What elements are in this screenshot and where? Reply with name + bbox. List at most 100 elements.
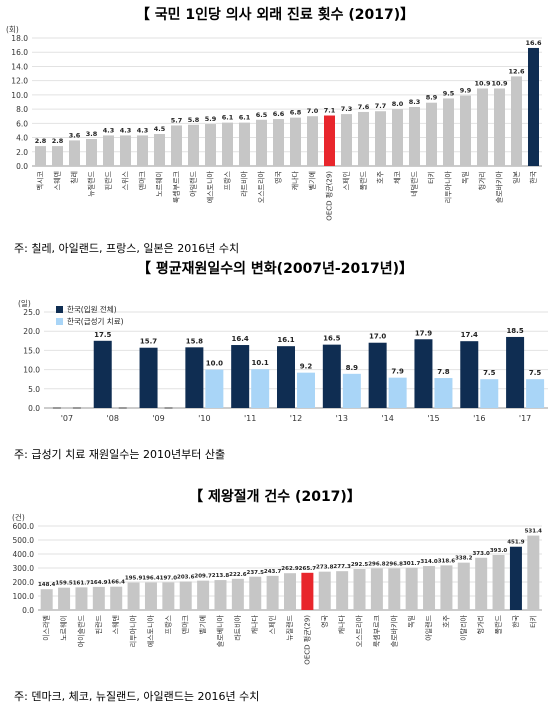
stay-legend-swatch bbox=[56, 306, 63, 313]
visits-ytick-label: 8.0 bbox=[16, 105, 28, 114]
visits-category-label: 독일 bbox=[461, 171, 470, 184]
csection-value-label: 292.5 bbox=[351, 562, 369, 568]
stay-ytick-label: 0.0 bbox=[28, 404, 40, 413]
cesarean-section-chart: 0.0 100.0 200.0 300.0 400.0 500.0 600.0(건) 148.… bbox=[12, 512, 542, 665]
stay-category-label: '12 bbox=[290, 414, 302, 423]
csection-bar bbox=[370, 568, 383, 610]
visits-bar bbox=[324, 115, 335, 166]
visits-value-label: 2.8 bbox=[52, 137, 64, 145]
stay-bar-series-2 bbox=[205, 369, 224, 408]
stay-value-label: 7.9 bbox=[391, 368, 404, 376]
csection-value-label: 393.0 bbox=[490, 548, 508, 554]
csection-bar bbox=[249, 576, 262, 610]
csection-bar bbox=[58, 587, 71, 610]
visits-category-label: 프랑스 bbox=[224, 170, 232, 190]
visits-bar bbox=[103, 135, 114, 166]
csection-category-label: 룩셈부르크 bbox=[372, 614, 381, 647]
stay-bar-series-1 bbox=[139, 347, 158, 408]
visits-value-label: 16.6 bbox=[525, 39, 542, 47]
visits-category-label: 일본 bbox=[512, 170, 521, 183]
chart3-note: 주: 덴마크, 체코, 뉴질랜드, 아일랜드는 2016년 수치 bbox=[14, 690, 260, 703]
visits-category-label: 캐나다 bbox=[291, 170, 300, 190]
visits-value-label: 12.6 bbox=[508, 67, 525, 75]
visits-bar bbox=[273, 119, 284, 166]
visits-value-label: 4.3 bbox=[120, 126, 132, 134]
csection-category-label: 벨기에 bbox=[198, 615, 207, 634]
stay-bar-series-1 bbox=[368, 342, 387, 408]
visits-category-label: 터키 bbox=[427, 171, 436, 184]
visits-category-label: 헝가리 bbox=[478, 171, 487, 190]
visits-category-label: 슬로바키아 bbox=[495, 170, 504, 203]
stay-bar-series-1 bbox=[93, 340, 112, 408]
stay-category-label: '08 bbox=[107, 414, 119, 423]
stay-bar-series-2 bbox=[297, 372, 315, 408]
csection-bar bbox=[353, 569, 366, 610]
csection-bar bbox=[318, 571, 331, 610]
visits-ytick-label: 0.0 bbox=[16, 162, 28, 171]
csection-y-axis-unit: (건) bbox=[12, 512, 25, 522]
csection-value-label: 262.9 bbox=[281, 566, 299, 572]
visits-ytick-label: 2.0 bbox=[16, 148, 28, 157]
visits-category-label: 노르웨이 bbox=[155, 171, 164, 197]
visits-value-label: 5.8 bbox=[188, 116, 200, 124]
visits-bar bbox=[239, 122, 250, 166]
csection-category-label: 오스트리아 bbox=[355, 614, 364, 647]
stay-category-label: '13 bbox=[336, 414, 348, 423]
stay-category-label: '11 bbox=[244, 414, 256, 423]
csection-bar bbox=[405, 567, 418, 610]
visits-bar bbox=[86, 138, 97, 166]
visits-category-label: 스위스 bbox=[122, 170, 130, 190]
visits-bar bbox=[392, 109, 403, 166]
csection-category-label: 폴란드 bbox=[495, 614, 503, 634]
visits-category-label: 멕시코 bbox=[36, 170, 45, 190]
stay-category-label: '14 bbox=[381, 414, 393, 423]
stay-category-label: '09 bbox=[152, 414, 164, 423]
csection-value-label: 338.2 bbox=[455, 556, 473, 562]
avg-length-of-stay-chart: 0.0 5.0 10.0 15.0 20.0 25.0(일) '07 '08 17.5 '09 15… bbox=[18, 299, 548, 423]
stay-value-label: 10.1 bbox=[252, 359, 269, 367]
visits-bar bbox=[171, 125, 182, 166]
stay-bar-series-1 bbox=[231, 345, 250, 408]
csection-category-label: 슬로베니아 bbox=[215, 614, 224, 647]
visits-value-label: 7.3 bbox=[341, 105, 353, 113]
csection-value-label: 237.5 bbox=[247, 570, 265, 576]
csection-value-label: 203.6 bbox=[177, 574, 195, 580]
stay-value-label: 17.0 bbox=[369, 333, 386, 341]
visits-value-label: 7.1 bbox=[324, 107, 336, 115]
visits-value-label: 7.6 bbox=[358, 103, 370, 111]
csection-category-label: 호주 bbox=[442, 614, 450, 627]
csection-value-label: 213.8 bbox=[212, 573, 230, 579]
csection-value-label: 209.7 bbox=[194, 574, 212, 580]
stay-value-label: 9.2 bbox=[300, 363, 313, 371]
csection-ytick-label: 100.0 bbox=[13, 592, 35, 601]
stay-legend-swatch bbox=[56, 318, 63, 325]
csection-bar bbox=[527, 535, 540, 610]
visits-value-label: 6.6 bbox=[273, 110, 285, 118]
visits-bar bbox=[358, 111, 369, 166]
csection-bar bbox=[266, 575, 279, 610]
visits-value-label: 6.1 bbox=[222, 114, 234, 122]
visits-category-label: 벨기에 bbox=[308, 171, 317, 190]
csection-bar bbox=[509, 546, 522, 610]
csection-category-label: 영국 bbox=[320, 614, 329, 627]
csection-value-label: 273.8 bbox=[316, 565, 334, 571]
stay-value-label: 16.5 bbox=[323, 335, 340, 343]
stay-ytick-label: 5.0 bbox=[28, 385, 40, 394]
csection-bar bbox=[301, 572, 314, 610]
visits-category-label: 리투아니아 bbox=[444, 170, 453, 203]
visits-bar bbox=[511, 76, 522, 166]
visits-category-label: 체코 bbox=[394, 170, 402, 183]
visits-value-label: 6.5 bbox=[256, 111, 268, 119]
visits-value-label: 9.5 bbox=[443, 89, 455, 97]
csection-category-label: 캐나다 bbox=[337, 614, 346, 634]
stay-bar-series-2 bbox=[480, 379, 499, 408]
csection-bar bbox=[197, 580, 210, 610]
stay-category-label: '16 bbox=[473, 414, 485, 423]
visits-category-label: 룩셈부르크 bbox=[172, 170, 181, 203]
visits-category-label: 덴마크 bbox=[138, 170, 147, 190]
csection-value-label: 197.0 bbox=[160, 575, 178, 581]
csection-category-label: 스페인 bbox=[268, 615, 277, 634]
csection-value-label: 222.6 bbox=[229, 572, 247, 578]
csection-value-label: 277.3 bbox=[333, 564, 351, 570]
csection-category-label: 아이슬란드 bbox=[76, 614, 85, 647]
